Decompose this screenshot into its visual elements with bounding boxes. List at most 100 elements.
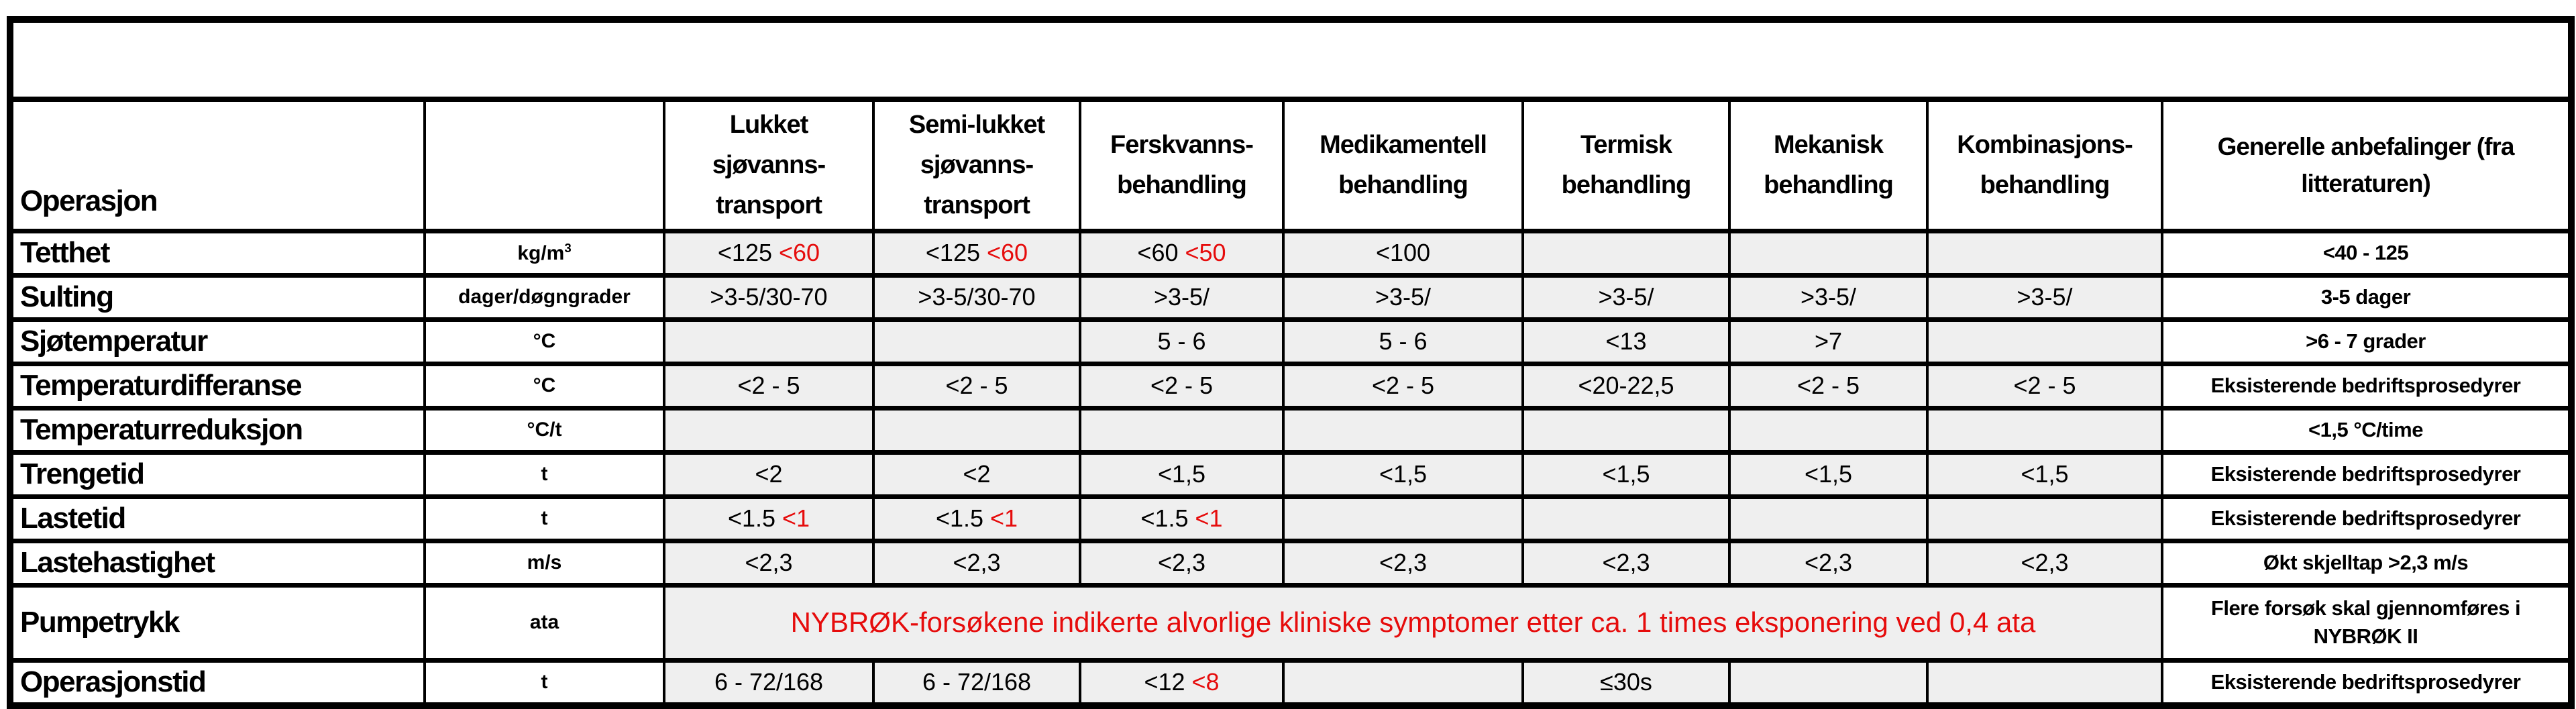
cell-value: <2 - 5 <box>1796 372 1860 399</box>
table-cell: >7 <box>1728 317 1929 366</box>
table-cell <box>1282 405 1524 455</box>
table-cell <box>872 405 1081 455</box>
row-label: Sjøtemperatur <box>9 317 426 366</box>
cell-value: >3-5/ <box>1375 283 1432 311</box>
cell-value: <125 <box>925 239 980 266</box>
cell-value: <2,3 <box>1157 549 1206 576</box>
recommendation-cell: Eksisterende bedriftsprosedyrer <box>2161 494 2573 543</box>
cell-value-red: <1 <box>983 504 1018 532</box>
cell-value: <2 - 5 <box>1150 372 1214 399</box>
cell-value: <2 - 5 <box>1371 372 1435 399</box>
unit-cell: m/s <box>423 538 665 588</box>
cell-value-red: <1 <box>1188 504 1223 532</box>
cell-value: <60 <box>1137 239 1179 266</box>
table-cell: <2,3 <box>1282 538 1524 588</box>
recommendation-cell: 3-5 dager <box>2161 272 2573 322</box>
recommendation-cell: Eksisterende bedriftsprosedyrer <box>2161 449 2573 499</box>
cell-value: >3-5/ <box>2017 283 2073 311</box>
table-cell: >3-5/ <box>1521 272 1731 322</box>
table-cell: <125 <60 <box>663 228 875 278</box>
table-cell: <2 <box>872 449 1081 499</box>
table-cell: <2 - 5 <box>1079 361 1285 411</box>
table-cell: 6 - 72/168 <box>663 657 875 708</box>
table-cell: <2,3 <box>1521 538 1731 588</box>
table-cell <box>1521 405 1731 455</box>
table-cell: <1.5 <1 <box>1079 494 1285 543</box>
table-cell: 5 - 6 <box>1079 317 1285 366</box>
row-label: Lastetid <box>9 494 426 543</box>
table-cell <box>1079 405 1285 455</box>
cell-value: <1,5 <box>2021 460 2069 488</box>
cell-value: >3-5/ <box>1598 283 1654 311</box>
row-label: Lastehastighet <box>9 538 426 588</box>
cell-value: 6 - 72/168 <box>922 668 1032 696</box>
cell-value: <1,5 <box>1157 460 1206 488</box>
table-row: Tetthet kg/m3 <125 <60 <125 <60 <60 <50 <100 <… <box>9 228 2573 278</box>
row-label: Pumpetrykk <box>9 582 426 663</box>
cell-value: <12 <box>1144 668 1185 696</box>
table-cell: <2,3 <box>1926 538 2163 588</box>
title-band <box>9 17 2573 102</box>
table-cell: <2,3 <box>1079 538 1285 588</box>
header-col-generelle-anbefalinger: Generelle anbefalinger (fra litteraturen… <box>2161 97 2573 233</box>
cell-value: >3-5/ <box>1153 283 1210 311</box>
table-row: Sjøtemperatur °C 5 - 6 5 - 6 <13 >7 >6 - 7 gra… <box>9 317 2573 366</box>
cell-value: <1.5 <box>727 504 776 532</box>
table-row: Lastehastighet m/s <2,3 <2,3 <2,3 <2,3 <2,3 <2,… <box>9 538 2573 588</box>
table-cell: 5 - 6 <box>1282 317 1524 366</box>
table-cell: <1,5 <box>1521 449 1731 499</box>
table-cell <box>1521 494 1731 543</box>
table-cell: <100 <box>1282 228 1524 278</box>
header-col-lukket: Lukket sjøvanns- transport <box>663 97 875 233</box>
cell-value: 5 - 6 <box>1157 327 1206 355</box>
table-cell: <2 <box>663 449 875 499</box>
cell-value: >3-5/30-70 <box>710 283 828 311</box>
table-cell: >3-5/ <box>1728 272 1929 322</box>
header-operasjon: Operasjon <box>9 97 426 233</box>
table-row: Temperaturdifferanse °C <2 - 5 <2 - 5 <2 - 5… <box>9 361 2573 411</box>
cell-value: <2,3 <box>745 549 793 576</box>
cell-value: <13 <box>1605 327 1647 355</box>
cell-value: 5 - 6 <box>1379 327 1428 355</box>
table-cell: 6 - 72/168 <box>872 657 1081 708</box>
header-col-medikamentell: Medikamentell behandling <box>1282 97 1524 233</box>
cell-value: <100 <box>1375 239 1431 266</box>
table-cell <box>1926 405 2163 455</box>
unit-cell: ata <box>423 582 665 663</box>
unit-cell: °C <box>423 317 665 366</box>
table-cell <box>1282 494 1524 543</box>
cell-value-red: <1 <box>775 504 810 532</box>
table-cell <box>1728 405 1929 455</box>
unit-cell: °C <box>423 361 665 411</box>
table-cell <box>1728 494 1929 543</box>
cell-value: ≤30s <box>1600 668 1652 696</box>
cell-value: <2 <box>963 460 991 488</box>
cell-value: <2 - 5 <box>737 372 800 399</box>
cell-value-red: <50 <box>1178 239 1226 266</box>
table-row: Temperaturreduksjon °C/t <1,5 °C/time <box>9 405 2573 455</box>
table-cell: >3-5/ <box>1926 272 2163 322</box>
table-cell: <125 <60 <box>872 228 1081 278</box>
table-cell: <2 - 5 <box>1728 361 1929 411</box>
table-row: Trengetid t <2 <2 <1,5 <1,5 <1,5 <1,5 <1,5 Eksist… <box>9 449 2573 499</box>
cell-value: <2 <box>755 460 783 488</box>
table-cell: ≤30s <box>1521 657 1731 708</box>
table-cell <box>663 405 875 455</box>
table-cell <box>1926 317 2163 366</box>
recommendation-cell: Flere forsøk skal gjennomføres i NYBRØK … <box>2161 582 2573 663</box>
cell-value: <2 - 5 <box>945 372 1008 399</box>
header-col-termisk: Termisk behandling <box>1521 97 1731 233</box>
header-row: Operasjon Lukket sjøvanns- transport Sem… <box>9 97 2573 233</box>
title-band-row <box>9 17 2573 102</box>
cell-value: <1,5 <box>1602 460 1650 488</box>
cell-value: >3-5/30-70 <box>918 283 1036 311</box>
cell-value-red: <60 <box>980 239 1028 266</box>
cell-value: <20-22,5 <box>1578 372 1674 399</box>
table-cell: <1,5 <box>1728 449 1929 499</box>
table-cell: <1.5 <1 <box>872 494 1081 543</box>
table-cell: <60 <50 <box>1079 228 1285 278</box>
cell-value-red: <8 <box>1185 668 1220 696</box>
table-cell: <2 - 5 <box>663 361 875 411</box>
table-cell <box>1728 657 1929 708</box>
